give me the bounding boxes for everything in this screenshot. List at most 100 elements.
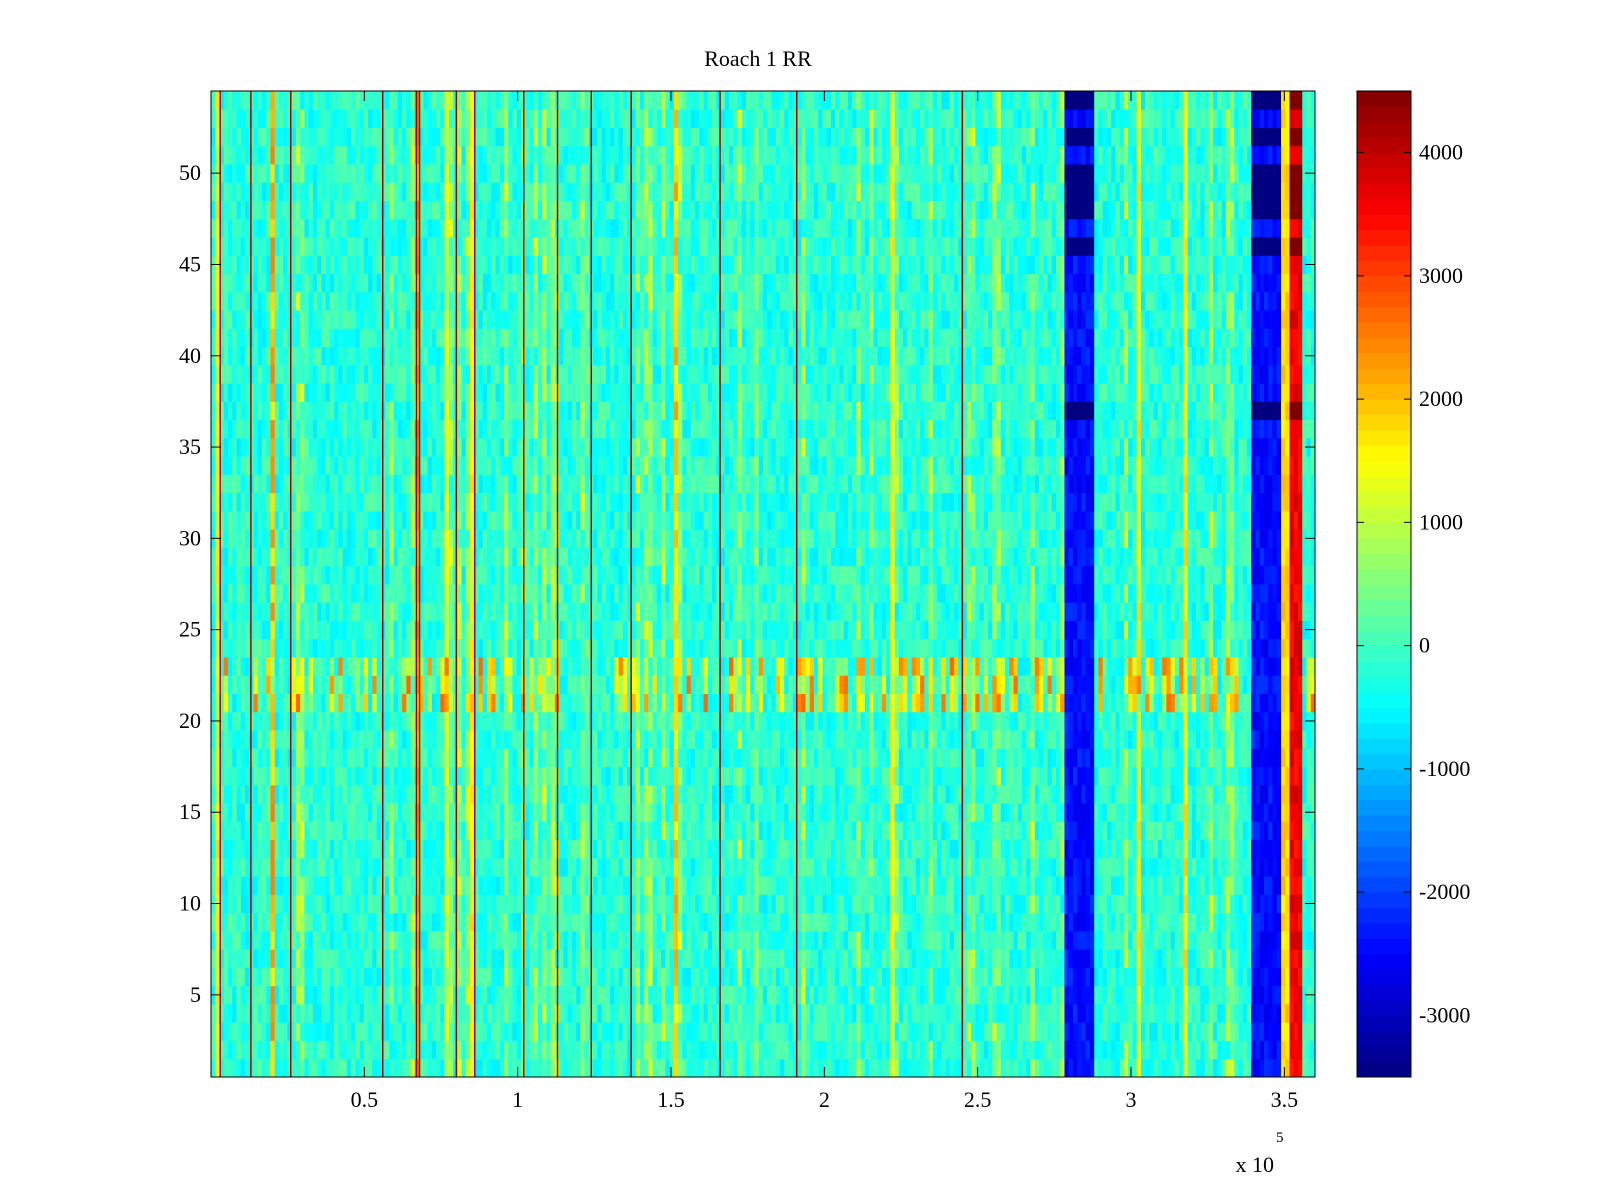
heatmap-cell	[869, 1022, 874, 1041]
heatmap-cell	[1077, 1040, 1082, 1060]
heatmap-cell	[907, 876, 913, 895]
heatmap-cell	[389, 894, 394, 914]
heatmap-cell	[673, 1022, 679, 1041]
heatmap-cell	[1221, 1058, 1227, 1077]
heatmap-cell	[949, 748, 955, 767]
heatmap-cell	[695, 839, 700, 859]
heatmap-cell	[1289, 894, 1295, 914]
heatmap-cell	[342, 876, 348, 895]
heatmap-cell	[911, 857, 917, 877]
heatmap-cell	[937, 784, 942, 804]
heatmap-cell	[712, 967, 717, 987]
heatmap-cell	[270, 1058, 276, 1077]
heatmap-cell	[1022, 748, 1027, 767]
heatmap-cell	[363, 1058, 369, 1077]
heatmap-cell	[1072, 839, 1078, 859]
heatmap-cell	[1085, 1040, 1091, 1060]
heatmap-cell	[533, 748, 539, 767]
heatmap-cell	[1026, 1040, 1031, 1060]
heatmap-cell	[737, 912, 743, 932]
heatmap-cell	[1034, 967, 1040, 987]
heatmap-cell	[1034, 857, 1040, 877]
heatmap-cell	[1204, 930, 1210, 950]
heatmap-cell	[835, 930, 840, 950]
heatmap-cell	[843, 748, 849, 767]
heatmap-cell	[1264, 839, 1269, 859]
heatmap-cell	[325, 1022, 331, 1041]
heatmap-cell	[1247, 930, 1252, 950]
heatmap-cell	[601, 1022, 607, 1041]
heatmap-cell	[576, 1058, 581, 1077]
heatmap-cell	[321, 748, 327, 767]
heatmap-cell	[393, 784, 399, 804]
heatmap-cell	[1221, 985, 1227, 1005]
heatmap-cell	[278, 1003, 284, 1023]
heatmap-cell	[1174, 912, 1180, 932]
heatmap-cell	[966, 985, 972, 1005]
heatmap-cell	[359, 784, 365, 804]
heatmap-cell	[274, 1058, 280, 1077]
heatmap-cell	[1115, 1040, 1121, 1060]
heatmap-cell	[283, 711, 288, 731]
heatmap-cell	[1298, 821, 1303, 841]
heatmap-cell	[656, 967, 662, 987]
heatmap-cell	[835, 784, 840, 804]
heatmap-cell	[1077, 949, 1082, 968]
heatmap-cell	[1047, 857, 1053, 877]
heatmap-cell	[678, 821, 683, 841]
heatmap-cell	[822, 967, 828, 987]
heatmap-cell	[627, 894, 632, 914]
heatmap-cell	[826, 912, 832, 932]
heatmap-cell	[1276, 784, 1282, 804]
heatmap-cell	[758, 876, 764, 895]
heatmap-cell	[1285, 949, 1290, 968]
heatmap-cell	[1102, 1003, 1108, 1023]
heatmap-cell	[211, 912, 216, 932]
heatmap-cell	[779, 985, 785, 1005]
heatmap-cell	[622, 784, 628, 804]
heatmap-cell	[436, 1058, 441, 1077]
heatmap-cell	[291, 967, 297, 987]
heatmap-cell	[503, 1040, 509, 1060]
heatmap-cell	[1242, 803, 1248, 822]
heatmap-cell	[975, 821, 980, 841]
heatmap-cell	[525, 748, 530, 767]
heatmap-cell	[864, 730, 870, 749]
heatmap-cell	[1000, 930, 1006, 950]
heatmap-cell	[673, 876, 679, 895]
heatmap-cell	[253, 1022, 259, 1041]
heatmap-cell	[631, 930, 637, 950]
heatmap-cell	[750, 1040, 755, 1060]
heatmap-cell	[346, 784, 352, 804]
heatmap-cell	[351, 949, 356, 968]
heatmap-cell	[1217, 766, 1222, 786]
heatmap-cell	[924, 1003, 929, 1023]
heatmap-cell	[690, 857, 696, 877]
heatmap-cell	[716, 784, 721, 804]
heatmap-cell	[397, 730, 403, 749]
heatmap-cell	[796, 985, 802, 1005]
heatmap-cell	[843, 949, 849, 968]
heatmap-cell	[329, 1040, 335, 1060]
heatmap-cell	[542, 1003, 547, 1023]
heatmap-cell	[690, 1040, 696, 1060]
heatmap-cell	[546, 803, 552, 822]
heatmap-cell	[915, 894, 921, 914]
heatmap-cell	[954, 1003, 959, 1023]
heatmap-cell	[423, 1040, 428, 1060]
heatmap-cell	[839, 784, 845, 804]
heatmap-cell	[915, 967, 921, 987]
heatmap-cell	[877, 949, 883, 968]
heatmap-cell	[1039, 857, 1044, 877]
heatmap-cell	[843, 730, 849, 749]
heatmap-cell	[792, 985, 798, 1005]
heatmap-cell	[1013, 876, 1019, 895]
heatmap-cell	[877, 930, 883, 950]
heatmap-cell	[1166, 766, 1172, 786]
heatmap-cell	[983, 1003, 989, 1023]
heatmap-cell	[453, 839, 458, 859]
heatmap-cell	[988, 949, 993, 968]
heatmap-cell	[283, 821, 288, 841]
heatmap-cell	[1247, 821, 1252, 841]
heatmap-cell	[610, 803, 615, 822]
